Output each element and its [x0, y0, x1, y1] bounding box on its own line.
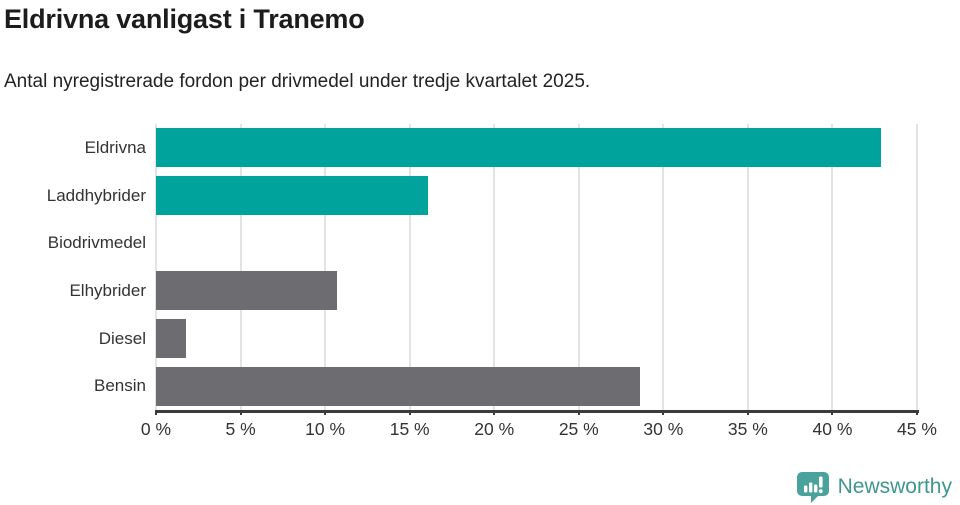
x-axis-tick-40 — [831, 410, 834, 415]
category-label-biodrivmedel: Biodrivmedel — [47, 233, 146, 253]
x-axis-tick-10 — [324, 410, 327, 415]
x-axis-tick-30 — [662, 410, 665, 415]
gridline-0 — [155, 124, 157, 410]
x-axis-tick-label-10: 10 % — [305, 419, 346, 439]
gridline-45 — [916, 124, 918, 410]
x-axis-tick-0 — [155, 410, 157, 415]
gridline-5 — [239, 124, 242, 410]
x-axis-tick-label-25: 25 % — [558, 419, 599, 439]
gridline-10 — [324, 124, 327, 410]
x-axis-tick-25 — [577, 410, 580, 415]
x-axis-tick-labels: 0 % 5 % 10 % 15 % 20 % 25 % 30 % 35 % 40 % 45 % — [141, 419, 937, 445]
newsworthy-logo: Newsworthy — [796, 471, 952, 503]
category-label-elhybrider: Elhybrider — [69, 280, 146, 300]
newsworthy-bar-chart-bubble-icon — [796, 472, 829, 503]
plot-area — [155, 124, 919, 415]
bar-diesel — [156, 319, 187, 358]
gridline-35 — [746, 124, 749, 410]
x-axis-tick-label-30: 30 % — [643, 419, 684, 439]
x-axis-line — [155, 410, 919, 413]
x-axis-tick-5 — [239, 410, 242, 415]
x-axis-tick-label-5: 5 % — [225, 419, 256, 439]
chart-subtitle: Antal nyregistrerade fordon per drivmede… — [4, 71, 591, 92]
x-axis-tick-35 — [746, 410, 749, 415]
category-label-laddhybrider: Laddhybrider — [46, 185, 146, 205]
chart-title: Eldrivna vanligast i Tranemo — [4, 4, 365, 34]
bar-bensin — [156, 366, 640, 406]
x-axis-tick-label-45: 45 % — [897, 419, 937, 439]
x-axis-tick-15 — [408, 410, 411, 415]
gridline-25 — [577, 124, 580, 410]
bar-elhybrider — [156, 271, 337, 311]
category-label-bensin: Bensin — [94, 376, 146, 396]
gridline-20 — [493, 124, 496, 410]
category-label-diesel: Diesel — [98, 328, 146, 348]
category-label-eldrivna: Eldrivna — [84, 137, 146, 157]
bar-laddhybrider — [156, 176, 429, 215]
x-axis-tick-label-15: 15 % — [389, 419, 430, 439]
y-axis-category-labels: Eldrivna Laddhybrider Biodrivmedel Elhybrid… — [0, 124, 146, 410]
x-axis-tick-20 — [493, 410, 496, 415]
gridline-40 — [831, 124, 834, 410]
x-axis-tick-label-0: 0 % — [140, 419, 172, 439]
x-axis-tick-label-35: 35 % — [727, 419, 768, 439]
x-axis-tick-label-20: 20 % — [474, 419, 515, 439]
x-axis-tick-45 — [916, 410, 918, 415]
x-axis-tick-label-40: 40 % — [812, 419, 853, 439]
bar-eldrivna — [156, 128, 882, 168]
gridline-30 — [662, 124, 665, 410]
gridline-15 — [408, 124, 411, 410]
brand-name: Newsworthy — [837, 475, 952, 498]
